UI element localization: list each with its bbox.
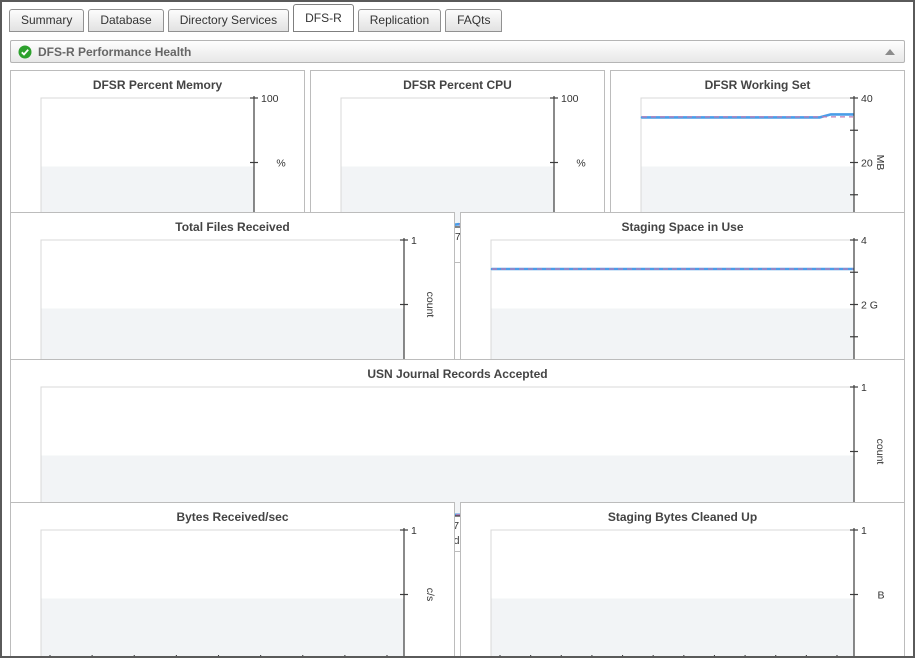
section-header: DFS-R Performance Health [10, 40, 905, 63]
charts-area: DFSR Percent Memory1000%05:1506:0006:450… [10, 70, 905, 656]
svg-text:c/s: c/s [424, 588, 436, 601]
chart-plot: 10c/s05:2005:5006:2006:5007:2007:5008:20… [40, 525, 436, 658]
svg-text:MB: MB [874, 155, 886, 171]
chart-title: USN Journal Records Accepted [367, 367, 548, 381]
tab-database[interactable]: Database [88, 9, 164, 32]
svg-text:20: 20 [861, 158, 873, 170]
chart-title: Total Files Received [175, 220, 290, 234]
svg-text:100: 100 [261, 93, 279, 105]
charts-row-4: Bytes Received/sec10c/s05:2005:5006:2006… [10, 502, 905, 656]
tab-bar: Summary Database Directory Services DFS-R Re… [2, 2, 913, 32]
svg-text:count: count [424, 292, 436, 318]
chart-title: DFSR Percent Memory [92, 78, 223, 92]
svg-text:0: 0 [861, 654, 867, 658]
chart-title: Bytes Received/sec [176, 510, 289, 524]
chart-title: Staging Bytes Cleaned Up [607, 510, 758, 524]
svg-text:1: 1 [861, 382, 867, 394]
svg-text:0: 0 [411, 654, 417, 658]
svg-text:100: 100 [561, 93, 579, 105]
chart-panel-bytes-received-sec: Bytes Received/sec10c/s05:2005:5006:2006… [10, 502, 455, 658]
chart-title: DFSR Working Set [704, 78, 811, 92]
svg-text:1: 1 [411, 235, 417, 247]
green-check-icon [18, 45, 32, 58]
tab-directory-services[interactable]: Directory Services [167, 9, 290, 32]
svg-text:1: 1 [861, 525, 867, 537]
section-title: DFS-R Performance Health [38, 44, 192, 59]
chart-title: Staging Space in Use [621, 220, 744, 234]
chart-panel-staging-bytes-cleaned-up: Staging Bytes Cleaned Up10B05:2005:4006:… [460, 502, 905, 658]
charts-row-3: USN Journal Records Accepted10count05:15… [10, 359, 905, 552]
chart-title: DFSR Percent CPU [403, 78, 512, 92]
collapse-icon[interactable] [885, 48, 895, 55]
svg-text:B: B [877, 590, 884, 602]
svg-text:%: % [576, 158, 585, 170]
chart-plot: 10count05:2005:5006:2006:5007:2007:5008:… [37, 235, 436, 385]
tab-replication[interactable]: Replication [357, 9, 442, 32]
svg-text:40: 40 [861, 93, 873, 105]
svg-text:count: count [874, 439, 886, 465]
chart-plot: 10B05:2005:4006:0006:2006:4007:0007:2007… [490, 525, 885, 658]
tab-faqts[interactable]: FAQts [445, 9, 503, 32]
svg-text:1: 1 [411, 525, 417, 537]
svg-text:2 G: 2 G [861, 300, 878, 312]
charts-row-1: DFSR Percent Memory1000%05:1506:0006:450… [10, 70, 905, 263]
tab-summary[interactable]: Summary [9, 9, 85, 32]
svg-text:4: 4 [861, 235, 867, 247]
tab-dfs-r[interactable]: DFS-R [293, 4, 354, 32]
svg-text:%: % [276, 158, 285, 170]
